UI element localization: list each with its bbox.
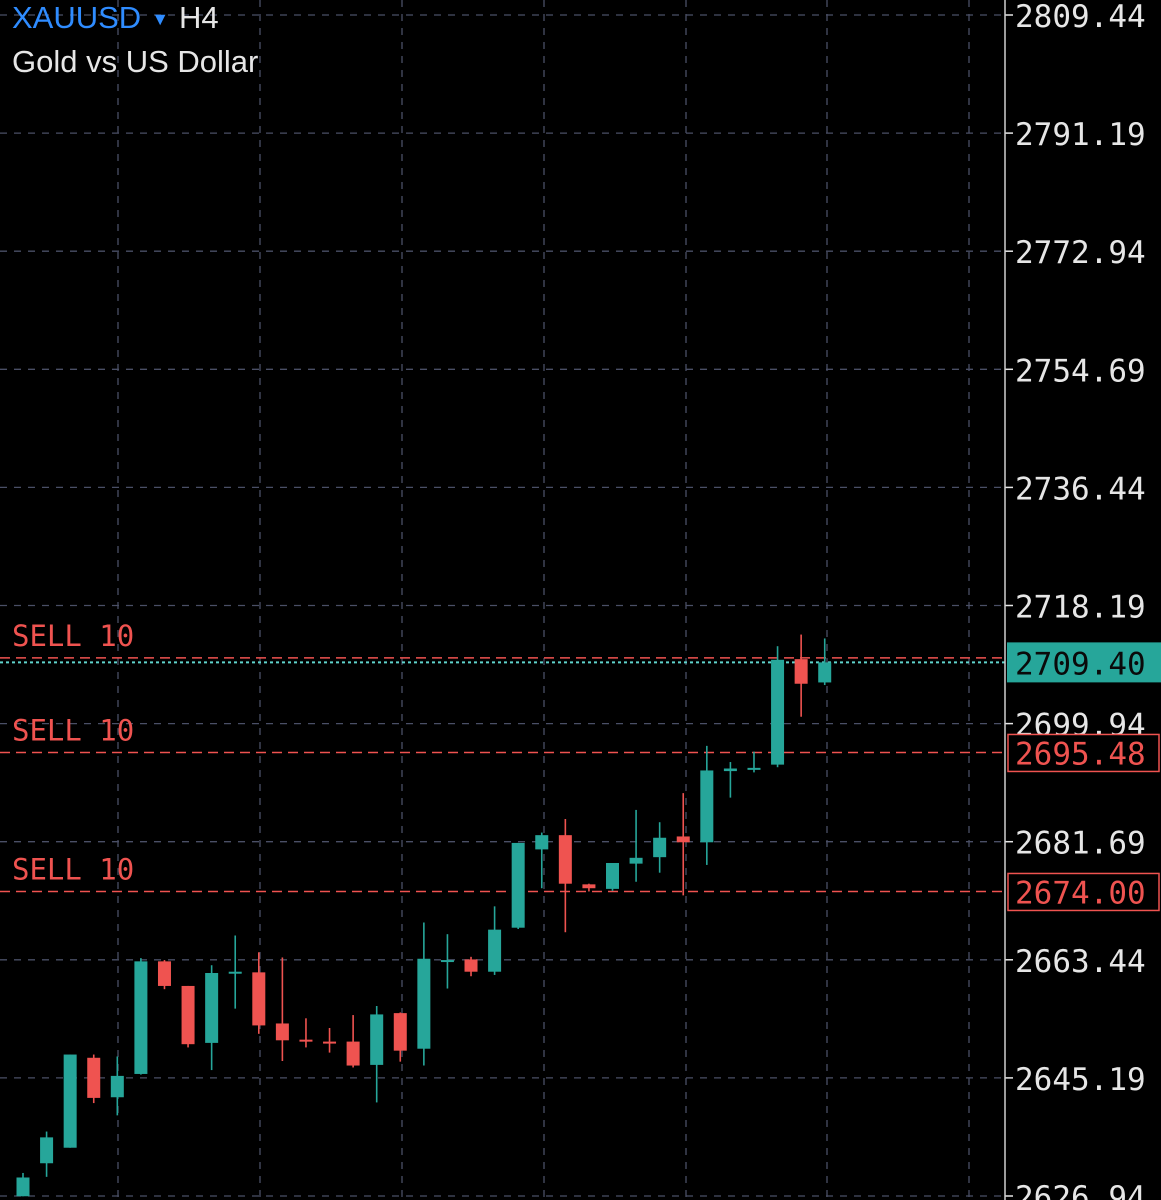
candle-body (606, 862, 619, 889)
candle-body (653, 837, 667, 858)
y-tick-label-4: 2736.44 (1015, 471, 1146, 507)
candle-body (205, 973, 219, 1043)
current-price-label: 2709.40 (1015, 646, 1146, 682)
candle (511, 842, 525, 929)
candle-body (511, 842, 525, 928)
candle (87, 1054, 101, 1104)
candle (723, 762, 737, 798)
candle-body (370, 1014, 384, 1065)
candle (16, 1172, 30, 1197)
y-tick-label-3: 2754.69 (1015, 353, 1146, 389)
y-tick-label-2: 2772.94 (1015, 235, 1146, 271)
candles (16, 634, 832, 1197)
candle (63, 1054, 77, 1148)
symbol-label[interactable]: XAUUSD (12, 0, 142, 35)
order-price-box-2 (1007, 872, 1160, 912)
order-label-2: SELL 10 (12, 852, 134, 886)
candle-body (87, 1057, 101, 1098)
candle (299, 1018, 313, 1048)
candle (417, 922, 431, 1066)
chart-header: XAUUSD ▼ H4 (12, 0, 219, 36)
candle (40, 1131, 54, 1177)
candle (110, 1056, 124, 1116)
candle (134, 958, 148, 1075)
candle-body (440, 960, 454, 963)
candle-body (110, 1075, 124, 1098)
candle (629, 809, 643, 882)
order-label-1: SELL 10 (12, 713, 134, 747)
candle-body (582, 884, 596, 889)
candle (558, 818, 572, 933)
candle-body (346, 1041, 360, 1066)
candle-body (63, 1054, 77, 1148)
current-price-box (1007, 642, 1161, 683)
candle-body (393, 1013, 407, 1051)
candle (393, 1012, 407, 1062)
candle (535, 832, 549, 889)
candle (606, 862, 619, 891)
candle (794, 634, 808, 717)
candle (464, 956, 478, 977)
candle (252, 952, 266, 1034)
candle-body (323, 1041, 337, 1044)
y-tick-label-7: 2681.69 (1015, 826, 1146, 862)
candle (488, 906, 502, 975)
candle-body (275, 1023, 289, 1041)
candle (818, 638, 832, 686)
y-tick-label-1: 2791.19 (1015, 117, 1146, 153)
candle-body (464, 959, 478, 972)
order-price-box-1 (1007, 733, 1160, 773)
price-axis[interactable]: 2809.44 2791.19 2772.94 2754.69 2736.44 2718.… (1004, 0, 1161, 1200)
order-lines: SELL 10 SELL 10 SELL 10 (0, 619, 1005, 893)
candle (157, 960, 171, 990)
candle-body (794, 659, 808, 684)
candle-body (558, 835, 572, 884)
candle (653, 822, 667, 873)
chart-grid (0, 0, 1005, 1200)
candle-body (629, 857, 643, 864)
y-tick-label-9: 2645.19 (1015, 1062, 1146, 1098)
candle (700, 745, 714, 865)
candle (747, 751, 761, 773)
candle-body (134, 961, 148, 1074)
candle-body (16, 1177, 30, 1197)
y-tick-label-8: 2663.44 (1015, 944, 1146, 980)
candle (228, 935, 242, 1009)
candle (676, 793, 690, 896)
candle (582, 883, 596, 892)
symbol-description: Gold vs US Dollar (12, 44, 259, 79)
candle-body (700, 770, 714, 843)
candle-body (157, 961, 171, 986)
order-price-label-2: 2674.00 (1015, 875, 1146, 911)
timeframe-label[interactable]: H4 (179, 0, 219, 35)
y-tick-label-0: 2809.44 (1015, 0, 1146, 35)
order-price-label-1: 2695.48 (1015, 736, 1146, 772)
candle (205, 965, 219, 1071)
candle (323, 1028, 337, 1053)
candle-body (40, 1137, 54, 1164)
candle-body (252, 972, 266, 1026)
candle (346, 1015, 360, 1068)
y-tick-label-5: 2718.19 (1015, 590, 1146, 626)
candle-body (181, 985, 195, 1045)
candle (181, 985, 195, 1048)
candle (370, 1006, 384, 1103)
candle (771, 646, 785, 768)
candle-body (417, 958, 431, 1049)
candle-body (747, 767, 761, 770)
order-label-0: SELL 10 (12, 619, 134, 653)
candle-body (818, 662, 832, 683)
candle-body (228, 971, 242, 974)
candle-body (299, 1039, 313, 1042)
candle-body (676, 836, 690, 843)
y-tick-label-10: 2626.94 (1015, 1180, 1146, 1200)
candle-body (535, 835, 549, 850)
triangle-down-icon[interactable]: ▼ (151, 9, 170, 29)
candle-body (771, 659, 785, 765)
candle (275, 957, 289, 1062)
candle (440, 934, 454, 989)
candle-body (723, 768, 737, 772)
candle-body (488, 929, 502, 972)
